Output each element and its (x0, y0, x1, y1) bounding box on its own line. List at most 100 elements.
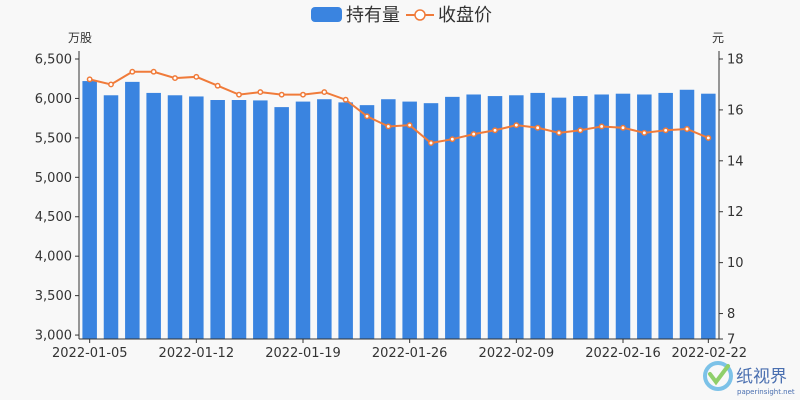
bar[interactable] (466, 94, 481, 340)
bar[interactable] (615, 93, 631, 339)
legend-line-label: 收盘价 (438, 5, 492, 26)
bar[interactable] (381, 99, 396, 339)
price-point[interactable] (236, 91, 242, 98)
y-left-tick-label: 6,500 (35, 53, 72, 68)
price-point[interactable] (214, 82, 221, 89)
line-series (86, 68, 712, 146)
price-point[interactable] (620, 124, 626, 131)
bar[interactable] (701, 93, 716, 339)
bar[interactable] (253, 100, 268, 339)
price-point[interactable] (257, 89, 264, 96)
bar[interactable] (338, 102, 353, 339)
bar-series (82, 81, 716, 340)
y-left-tick-label: 5,000 (35, 171, 72, 186)
x-axis-labels: 2022-01-05 2022-01-12 2022-01-19 2022-01-26… (52, 339, 747, 361)
bar[interactable] (359, 105, 375, 339)
price-point[interactable] (534, 124, 541, 131)
bar[interactable] (274, 107, 289, 339)
price-point[interactable] (108, 81, 114, 88)
y-left-axis-labels: 3,000 3,500 4,000 4,500 5,000 5,500 6,000 6,500 (35, 53, 79, 344)
bar[interactable] (679, 89, 695, 339)
y-left-tick-label: 4,500 (35, 210, 72, 225)
y-right-tick-label: 10 (727, 256, 744, 271)
bar[interactable] (402, 101, 417, 339)
y-right-tick-label: 16 (727, 103, 744, 118)
bar[interactable] (423, 103, 439, 339)
price-line (89, 70, 709, 145)
bar[interactable] (103, 95, 119, 339)
price-point[interactable] (470, 131, 477, 138)
bar[interactable] (637, 94, 652, 340)
watermark-url: paperinsight.net (737, 388, 795, 396)
price-point[interactable] (598, 123, 605, 130)
bar[interactable] (295, 101, 311, 339)
bar[interactable] (487, 96, 503, 339)
legend-line-marker (414, 9, 426, 21)
price-point[interactable] (86, 76, 93, 83)
legend[interactable]: 持有量 收盘价 (311, 5, 492, 26)
price-point[interactable] (193, 73, 200, 80)
y-left-tick-label: 3,500 (35, 289, 72, 304)
bar[interactable] (146, 92, 161, 339)
y-right-tick-label: 8 (727, 307, 735, 322)
price-point[interactable] (449, 136, 456, 143)
y-left-unit: 万股 (68, 31, 92, 45)
price-point[interactable] (556, 129, 562, 136)
price-point[interactable] (300, 91, 306, 98)
y-left-tick-label: 6,000 (35, 92, 72, 107)
x-tick-label: 2022-01-19 (265, 346, 341, 361)
price-point[interactable] (406, 122, 413, 129)
price-point[interactable] (662, 127, 669, 134)
price-point[interactable] (684, 126, 690, 132)
watermark: 纸视界 paperinsight.net (703, 361, 795, 396)
price-point[interactable] (342, 96, 349, 103)
price-point[interactable] (641, 129, 648, 136)
legend-bar-label: 持有量 (346, 5, 400, 26)
x-tick-label: 2022-01-05 (52, 346, 128, 361)
bar[interactable] (530, 92, 545, 339)
bar[interactable] (189, 96, 204, 340)
price-point[interactable] (428, 140, 434, 146)
price-point[interactable] (513, 122, 520, 129)
price-point[interactable] (492, 127, 498, 134)
price-point[interactable] (172, 75, 178, 82)
y-right-tick-label: 12 (727, 205, 744, 220)
bar[interactable] (445, 96, 460, 339)
bar[interactable] (82, 81, 97, 339)
price-point[interactable] (278, 91, 285, 98)
price-point[interactable] (321, 89, 328, 96)
x-tick-label: 2022-02-09 (479, 346, 555, 361)
bar[interactable] (125, 81, 140, 340)
bar[interactable] (167, 95, 183, 339)
bar[interactable] (210, 100, 225, 339)
bar[interactable] (509, 95, 524, 339)
x-tick-label: 2022-01-26 (372, 346, 448, 361)
y-right-unit: 元 (712, 31, 724, 45)
price-point[interactable] (129, 68, 136, 75)
bar[interactable] (551, 97, 567, 340)
x-tick-label: 2022-01-12 (159, 346, 235, 361)
axes (78, 51, 720, 340)
legend-bar-swatch (311, 7, 342, 22)
bar[interactable] (594, 94, 609, 340)
watermark-logo-icon (703, 361, 733, 391)
y-left-tick-label: 4,000 (35, 250, 72, 265)
y-left-tick-label: 3,000 (35, 329, 72, 344)
y-right-axis-labels: 7 8 10 12 14 16 18 (719, 53, 744, 348)
price-point[interactable] (577, 127, 584, 134)
bar[interactable] (317, 99, 332, 339)
x-tick-label: 2022-02-16 (585, 346, 661, 361)
bar[interactable] (658, 92, 673, 339)
x-tick-label: 2022-02-22 (671, 346, 747, 361)
price-point[interactable] (385, 123, 392, 130)
y-right-tick-label: 18 (727, 53, 744, 68)
price-point[interactable] (150, 68, 157, 75)
bar[interactable] (231, 100, 247, 339)
price-point[interactable] (705, 134, 712, 141)
y-right-tick-label: 14 (727, 154, 744, 169)
price-point[interactable] (364, 113, 370, 120)
bar[interactable] (573, 96, 588, 339)
y-right-tick-label: 7 (727, 333, 735, 348)
